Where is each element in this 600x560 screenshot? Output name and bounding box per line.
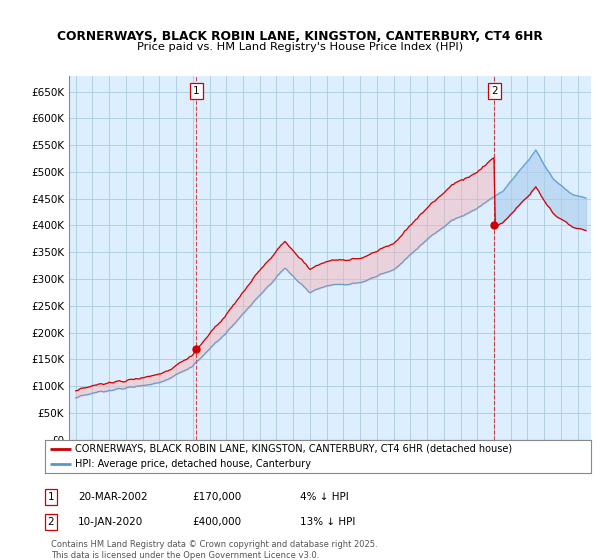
Text: CORNERWAYS, BLACK ROBIN LANE, KINGSTON, CANTERBURY, CT4 6HR (detached house): CORNERWAYS, BLACK ROBIN LANE, KINGSTON, …: [75, 444, 512, 454]
Text: 10-JAN-2020: 10-JAN-2020: [78, 517, 143, 527]
Text: 2: 2: [47, 517, 55, 527]
Text: 1: 1: [193, 86, 200, 96]
Text: HPI: Average price, detached house, Canterbury: HPI: Average price, detached house, Cant…: [75, 459, 311, 469]
Text: 2: 2: [491, 86, 498, 96]
Text: CORNERWAYS, BLACK ROBIN LANE, KINGSTON, CANTERBURY, CT4 6HR: CORNERWAYS, BLACK ROBIN LANE, KINGSTON, …: [57, 30, 543, 43]
Text: £400,000: £400,000: [192, 517, 241, 527]
Text: 4% ↓ HPI: 4% ↓ HPI: [300, 492, 349, 502]
Text: £170,000: £170,000: [192, 492, 241, 502]
Text: 13% ↓ HPI: 13% ↓ HPI: [300, 517, 355, 527]
Text: 1: 1: [47, 492, 55, 502]
Text: Contains HM Land Registry data © Crown copyright and database right 2025.
This d: Contains HM Land Registry data © Crown c…: [51, 540, 377, 559]
Text: Price paid vs. HM Land Registry's House Price Index (HPI): Price paid vs. HM Land Registry's House …: [137, 42, 463, 52]
Text: 20-MAR-2002: 20-MAR-2002: [78, 492, 148, 502]
